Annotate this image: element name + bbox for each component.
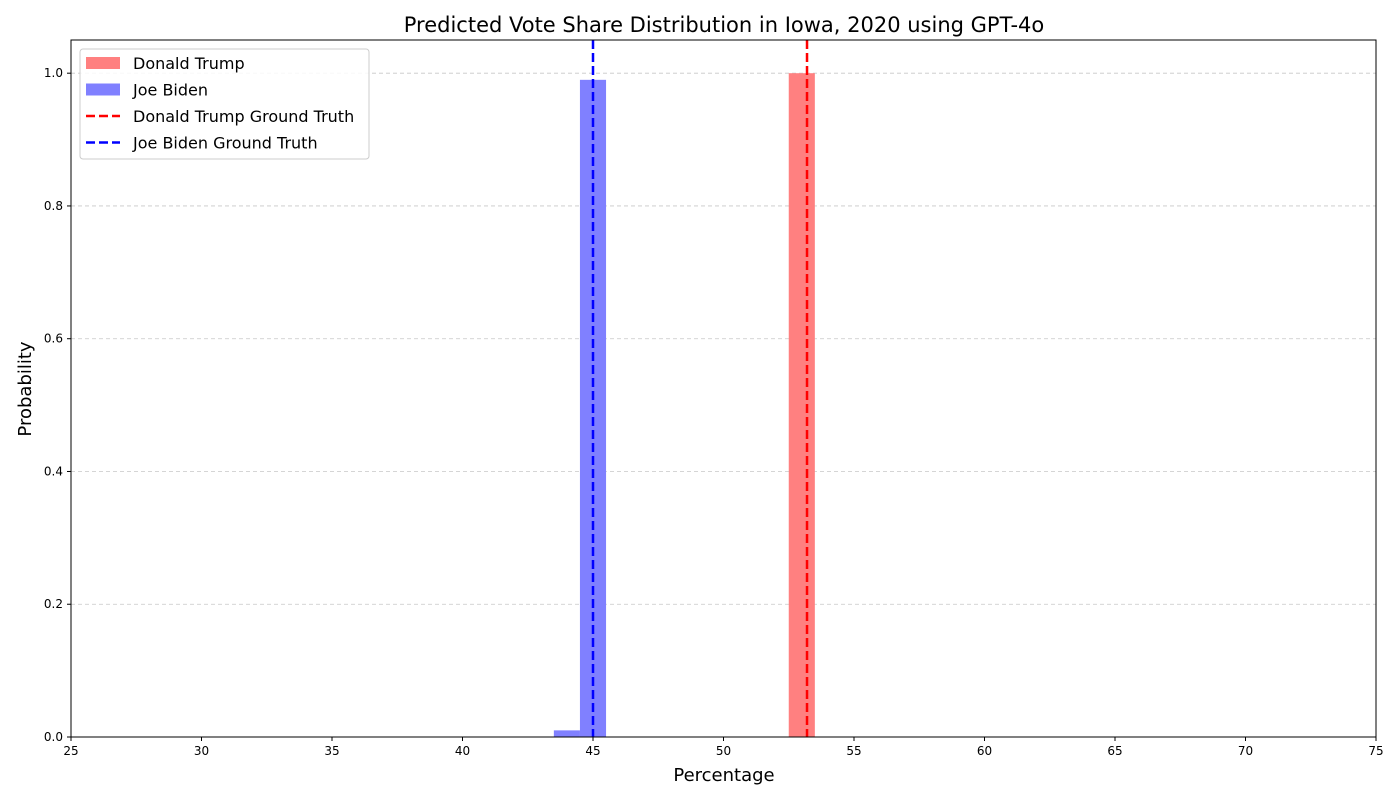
legend-label: Joe Biden <box>132 81 208 100</box>
legend-label: Donald Trump <box>133 54 245 73</box>
legend: Donald Trump Joe Biden Donald Trump Ground… <box>79 48 370 160</box>
x-tick-label: 30 <box>194 744 209 758</box>
y-tick-label: 0.8 <box>44 199 63 213</box>
x-tick-label: 60 <box>977 744 992 758</box>
bar <box>553 730 580 737</box>
chart-title: Predicted Vote Share Distribution in Iow… <box>404 13 1045 37</box>
x-tick-label: 35 <box>324 744 339 758</box>
y-axis-ticks: 0.0 0.2 0.4 0.6 0.8 1.0 <box>44 66 71 744</box>
ground-truth-lines <box>591 40 809 737</box>
x-tick-label: 40 <box>455 744 470 758</box>
x-tick-label: 55 <box>846 744 861 758</box>
bar <box>788 73 815 737</box>
x-tick-label: 45 <box>585 744 600 758</box>
x-tick-label: 25 <box>63 744 78 758</box>
legend-swatch <box>86 57 120 69</box>
y-tick-label: 0.2 <box>44 597 63 611</box>
x-tick-label: 70 <box>1238 744 1253 758</box>
legend-box <box>79 48 370 160</box>
y-tick-label: 0.4 <box>44 464 63 478</box>
legend-swatch <box>86 83 120 96</box>
legend-label: Donald Trump Ground Truth <box>133 107 354 126</box>
y-axis-label: Probability <box>15 341 36 436</box>
x-tick-label: 65 <box>1107 744 1122 758</box>
x-tick-label: 50 <box>716 744 731 758</box>
y-tick-label: 0.6 <box>44 332 63 346</box>
x-tick-label: 75 <box>1368 744 1383 758</box>
y-tick-label: 0.0 <box>44 730 63 744</box>
x-axis-label: Percentage <box>673 765 774 786</box>
y-tick-label: 1.0 <box>44 66 63 80</box>
x-axis-ticks: 25 30 35 40 45 50 55 60 65 70 75 <box>63 737 1384 758</box>
legend-label: Joe Biden Ground Truth <box>132 134 318 153</box>
